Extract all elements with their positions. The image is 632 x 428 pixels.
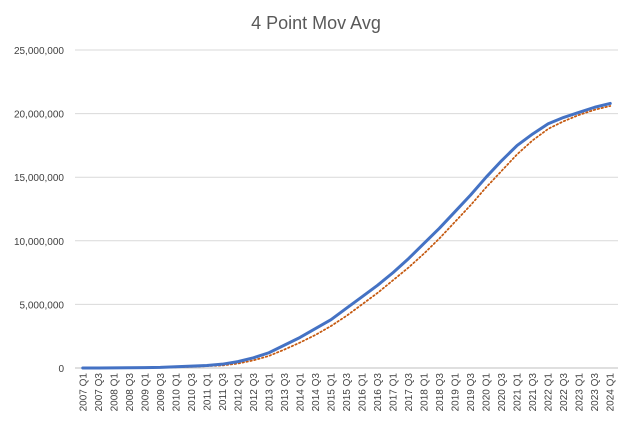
x-tick-label: 2017 Q3 xyxy=(404,373,415,412)
x-tick-label: 2007 Q3 xyxy=(94,373,105,412)
x-tick-label: 2011 Q1 xyxy=(202,373,213,411)
x-tick-label: 2021 Q3 xyxy=(528,373,539,412)
series-line-dotted xyxy=(81,105,612,369)
x-tick-label: 2009 Q1 xyxy=(140,373,151,412)
y-tick-label: 25,000,000 xyxy=(14,46,64,57)
gridlines xyxy=(75,49,618,305)
x-tick-label: 2024 Q1 xyxy=(606,373,617,412)
y-axis-tick-labels: 0 5,000,000 10,000,000 15,000,000 20,000,000… xyxy=(14,46,65,375)
chart-title: 4 Point Mov Avg xyxy=(251,13,381,33)
y-tick-label: 0 xyxy=(58,364,64,375)
x-tick-label: 2018 Q1 xyxy=(420,373,431,412)
x-tick-label: 2008 Q3 xyxy=(125,373,136,412)
x-tick-label: 2022 Q3 xyxy=(559,373,570,412)
x-tick-label: 2010 Q3 xyxy=(187,373,198,412)
x-tick-label: 2011 Q3 xyxy=(218,373,229,411)
x-tick-label: 2009 Q3 xyxy=(156,373,167,412)
x-tick-label: 2007 Q1 xyxy=(78,373,89,412)
x-tick-label: 2013 Q3 xyxy=(280,373,291,412)
x-tick-label: 2014 Q3 xyxy=(311,373,322,412)
series-lines xyxy=(81,101,612,370)
x-tick-label: 2013 Q1 xyxy=(264,373,275,412)
x-tick-label: 2021 Q1 xyxy=(513,373,524,412)
x-tick-label: 2008 Q1 xyxy=(109,373,120,412)
x-tick-label: 2020 Q1 xyxy=(482,373,493,412)
x-tick-label: 2016 Q1 xyxy=(358,373,369,412)
y-tick-label: 20,000,000 xyxy=(14,110,64,121)
y-tick-label: 15,000,000 xyxy=(14,173,64,184)
x-tick-label: 2012 Q3 xyxy=(249,373,260,412)
x-tick-label: 2020 Q3 xyxy=(497,373,508,412)
x-tick-label: 2019 Q3 xyxy=(466,373,477,412)
x-axis-tick-labels: 2007 Q1 2007 Q3 2008 Q1 2008 Q3 2009 Q1 2009 … xyxy=(78,373,616,412)
x-tick-label: 2016 Q3 xyxy=(373,373,384,412)
x-tick-label: 2015 Q3 xyxy=(342,373,353,412)
x-tick-label: 2017 Q1 xyxy=(389,373,400,412)
y-tick-label: 5,000,000 xyxy=(20,300,65,311)
series-line-solid xyxy=(81,101,612,370)
x-tick-label: 2012 Q1 xyxy=(233,373,244,412)
x-tick-label: 2018 Q3 xyxy=(435,373,446,412)
x-tick-label: 2015 Q1 xyxy=(326,373,337,412)
x-tick-label: 2019 Q1 xyxy=(451,373,462,412)
x-tick-label: 2014 Q1 xyxy=(295,373,306,412)
x-tick-label: 2010 Q1 xyxy=(171,373,182,412)
y-tick-label: 10,000,000 xyxy=(14,237,64,248)
x-tick-label: 2022 Q1 xyxy=(544,373,555,412)
x-tick-label: 2023 Q1 xyxy=(575,373,586,412)
x-tick-label: 2023 Q3 xyxy=(590,373,601,412)
